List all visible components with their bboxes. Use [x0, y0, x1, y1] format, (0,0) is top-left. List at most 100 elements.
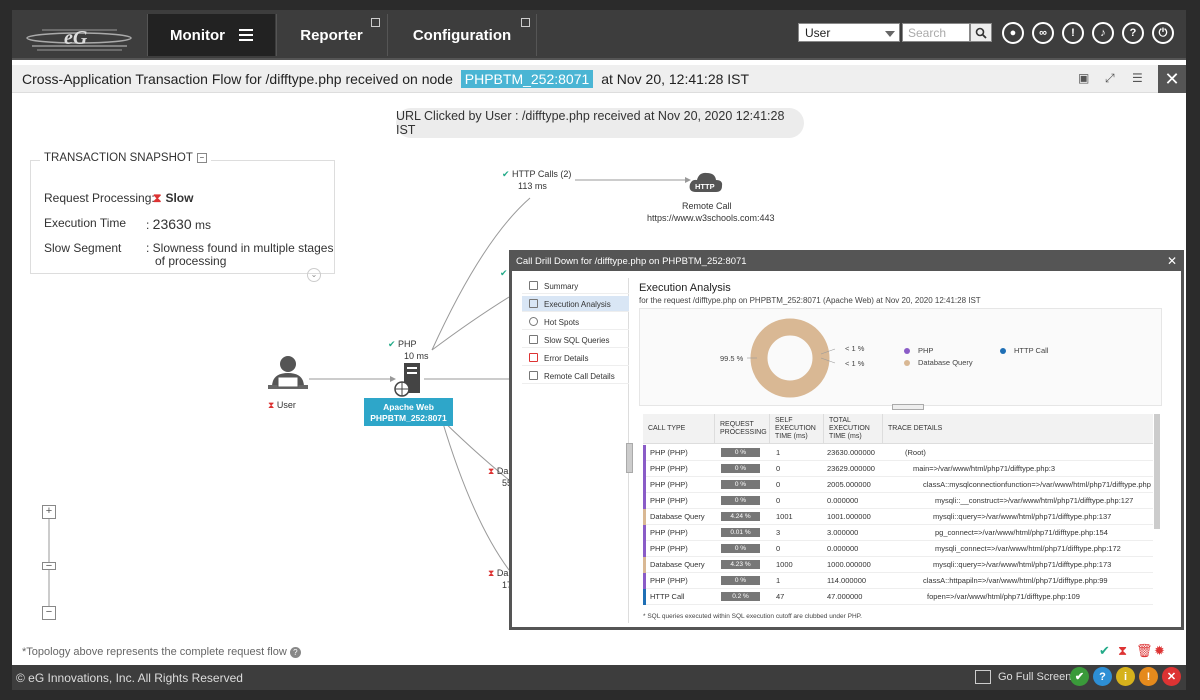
db-node-2-time: 17	[502, 580, 513, 590]
close-icon[interactable]: ✕	[1166, 254, 1177, 268]
app-window: eG Monitor Reporter Configuration User S…	[12, 10, 1186, 690]
nav-label: Execution Analysis	[544, 300, 611, 309]
user-node-icon[interactable]	[268, 355, 308, 395]
table-row[interactable]: Database Query 4.23 % 1000 1000.000000 mysql…	[643, 557, 1153, 573]
row-type-marker	[643, 557, 646, 573]
server-icon[interactable]	[392, 363, 426, 397]
status-critical-icon[interactable]: ✕	[1162, 667, 1181, 686]
zoom-slider-handle[interactable]: −	[42, 561, 56, 572]
table-row[interactable]: HTTP Call 0.2 % 47 47.000000 fopen=>/var/www…	[643, 589, 1153, 605]
legend-text: PHP	[918, 346, 934, 355]
cell-call-type: PHP (PHP)	[650, 448, 688, 457]
search-scope-select[interactable]: User	[798, 23, 900, 42]
table-row[interactable]: PHP (PHP) 0 % 0 2005.000000 classA::mysqlcon…	[643, 477, 1153, 493]
alert-icon[interactable]: !	[1062, 22, 1084, 44]
table-row[interactable]: PHP (PHP) 0 % 1 114.000000 classA::httpapiln…	[643, 573, 1153, 589]
table-row[interactable]: PHP (PHP) 0 % 0 23629.000000 main=>/var/www/…	[643, 461, 1153, 477]
nav-summary[interactable]: Summary	[522, 278, 629, 294]
expand-icon[interactable]: ⤢	[1105, 71, 1115, 85]
legend-dot	[904, 348, 910, 355]
user-icon[interactable]: ●	[1002, 22, 1024, 44]
tab-monitor[interactable]: Monitor	[147, 14, 275, 56]
trash-icon[interactable]: 🗑	[1136, 643, 1153, 658]
cell-self-exec: 0	[776, 496, 781, 505]
legend-dot	[904, 360, 910, 367]
list-icon[interactable]: ☰	[1132, 71, 1143, 85]
http-calls-time: 113 ms	[518, 181, 547, 191]
table-row[interactable]: PHP (PHP) 0 % 0 0.000000 mysqli_connect=>/va…	[643, 541, 1153, 557]
cell-trace-details: mysqli::query=>/var/www/html/php71/difft…	[933, 512, 1112, 521]
tab-monitor-label: Monitor	[170, 26, 225, 44]
collapse-chart-handle[interactable]	[892, 404, 924, 410]
snapshot-heading: TRANSACTION SNAPSHOT −	[40, 152, 211, 164]
zoom-out-button[interactable]: −	[42, 606, 56, 620]
cell-request-processing: 0 %	[721, 480, 760, 489]
nav-slow-sql[interactable]: Slow SQL Queries	[522, 332, 629, 348]
donut-db-segment[interactable]	[750, 318, 830, 398]
collapse-icon[interactable]: −	[196, 152, 207, 163]
bug-icon[interactable]: ✹	[1154, 643, 1165, 658]
table-row[interactable]: Database Query 4.24 % 1001 1001.000000 mysql…	[643, 509, 1153, 525]
table-row[interactable]: PHP (PHP) 0 % 0 0.000000 mysqli::__construct…	[643, 493, 1153, 509]
zoom-in-button[interactable]: +	[42, 505, 56, 519]
col-trace-details[interactable]: TRACE DETAILS	[888, 425, 943, 432]
col-request-processing[interactable]: REQUEST PROCESSING	[715, 414, 770, 444]
db1a: Da	[496, 466, 509, 476]
nav-hot-spots[interactable]: Hot Spots	[522, 314, 629, 330]
table-row[interactable]: PHP (PHP) 0.01 % 3 3.000000 pg_connect=>/var…	[643, 525, 1153, 541]
snapshot-heading-text: TRANSACTION SNAPSHOT	[44, 152, 193, 164]
db2a: Da	[496, 568, 509, 578]
check-icon[interactable]: ✔	[1099, 643, 1110, 658]
bell-icon[interactable]: ♪	[1092, 22, 1114, 44]
menu-icon[interactable]	[238, 26, 253, 44]
hourglass-icon: ⧗	[488, 568, 497, 578]
cell-request-processing: 0 %	[721, 576, 760, 585]
cell-request-processing: 4.23 %	[721, 560, 760, 569]
svg-text:eG: eG	[64, 27, 88, 49]
help-icon[interactable]: ?	[1122, 22, 1144, 44]
cell-trace-details: mysqli_connect=>/var/www/html/php71/diff…	[935, 544, 1121, 553]
help-icon[interactable]: ?	[289, 647, 301, 658]
status-info-icon[interactable]: ?	[1093, 667, 1112, 686]
apache-node: PHPBTM_252:8071	[370, 413, 447, 423]
remote-call-label: Remote Call	[682, 201, 732, 211]
slow-segment-label: Slow Segment	[44, 241, 122, 255]
save-icon[interactable]: ▣	[1078, 71, 1090, 85]
eg-logo: eG	[26, 27, 132, 51]
table-scrollbar[interactable]	[1154, 414, 1160, 529]
tab-configuration[interactable]: Configuration	[387, 14, 537, 56]
apache-web-badge[interactable]: Apache Web PHPBTM_252:8071	[364, 398, 453, 426]
collapse-nav-handle[interactable]	[626, 443, 633, 473]
check-icon: ✔	[388, 339, 399, 349]
status-warning-icon[interactable]: i	[1116, 667, 1135, 686]
nav-remote-call[interactable]: Remote Call Details	[522, 368, 629, 384]
col-self-exec[interactable]: SELF EXECUTION TIME (ms)	[770, 414, 824, 444]
link-icon[interactable]: ∞	[1032, 22, 1054, 44]
topology-graph	[309, 177, 691, 571]
nav-execution-analysis[interactable]: Execution Analysis	[522, 296, 629, 312]
cell-call-type: HTTP Call	[650, 592, 685, 601]
cloud-icon[interactable]: HTTP	[688, 170, 724, 194]
search-button[interactable]	[970, 23, 992, 42]
status-ok-icon[interactable]: ✔	[1070, 667, 1089, 686]
expand-snapshot-icon[interactable]: ⌄	[307, 268, 321, 282]
go-full-screen[interactable]: Go Full Screen	[998, 671, 1072, 683]
tab-reporter[interactable]: Reporter	[276, 14, 386, 56]
row-type-marker	[643, 525, 646, 541]
close-button[interactable]: ✕	[1158, 65, 1186, 93]
fullscreen-icon[interactable]	[975, 670, 991, 684]
col-call-type[interactable]: CALL TYPE	[643, 414, 715, 444]
status-alert-icon[interactable]: !	[1139, 667, 1158, 686]
hourglass-icon[interactable]: ⧗	[1118, 643, 1128, 658]
cell-call-type: PHP (PHP)	[650, 496, 688, 505]
cell-self-exec: 0	[776, 464, 781, 473]
slow-segment-value: : Slowness found in multiple stages	[146, 241, 334, 255]
table-row[interactable]: PHP (PHP) 0 % 1 23630.000000 (Root)	[643, 445, 1153, 461]
cell-total-exec: 1001.000000	[827, 512, 871, 521]
col-total-exec[interactable]: TOTAL EXECUTION TIME (ms)	[824, 414, 883, 444]
row-type-marker	[643, 461, 646, 477]
search-input[interactable]: Search	[902, 23, 970, 42]
power-icon[interactable]: ⏻	[1152, 22, 1174, 44]
nav-error-details[interactable]: Error Details	[522, 350, 629, 366]
cell-request-processing: 0.2 %	[721, 592, 760, 601]
